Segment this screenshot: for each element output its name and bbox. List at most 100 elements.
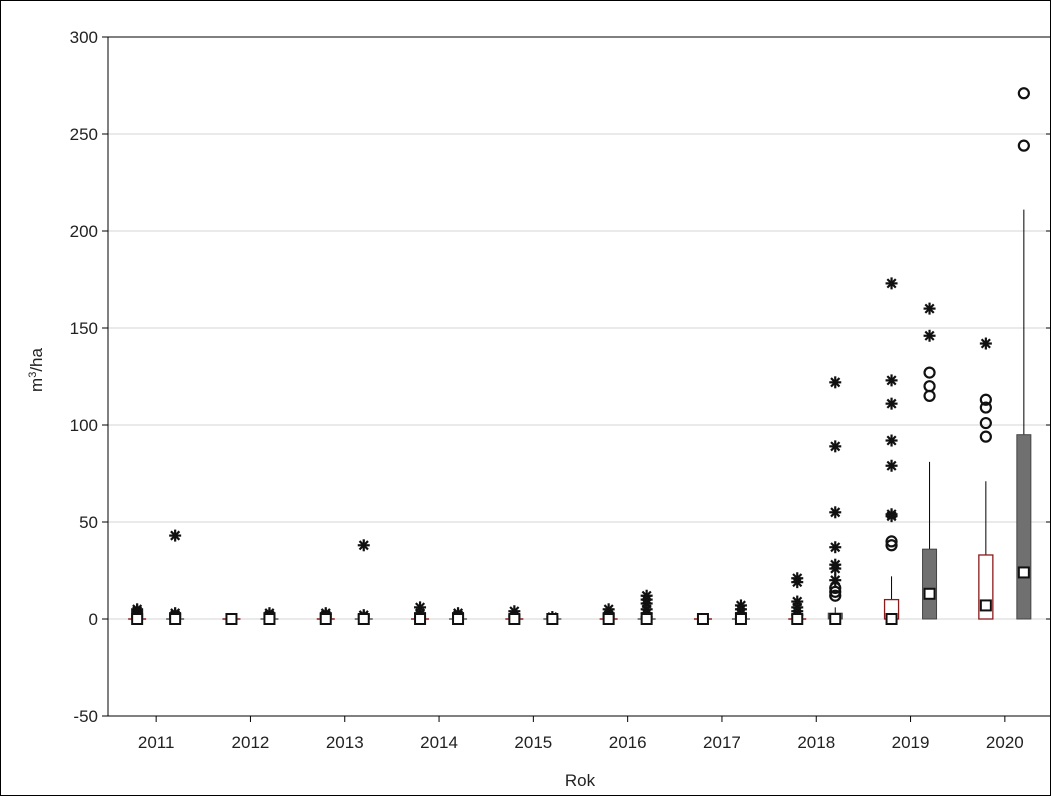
median-marker [263, 613, 276, 625]
x-tick-label: 2011 [138, 733, 175, 752]
box-2013-hollow [316, 607, 335, 625]
outlier-marker [1017, 87, 1030, 100]
median-marker [602, 613, 615, 625]
x-tick-label: 2015 [514, 733, 552, 752]
extreme-marker [923, 329, 936, 342]
outlier-marker [829, 581, 842, 595]
y-tick-label: 50 [79, 513, 98, 532]
box-2015-filled [543, 611, 562, 625]
extreme-marker [357, 539, 370, 552]
axes: -50 0 50 100 150 200 250 300 2011 2012 2013 2014 201… [70, 28, 1051, 752]
extreme-marker-stroke [980, 338, 991, 349]
box-2011-hollow [128, 603, 147, 625]
box-2018-filled [827, 376, 843, 625]
outlier-marker [923, 380, 936, 393]
median-marker [169, 613, 182, 625]
extreme-marker-stroke [886, 435, 897, 446]
median-marker [225, 613, 238, 625]
y-axis-title-base: m [27, 378, 46, 392]
extreme-marker-stroke [170, 530, 181, 541]
box-rect [922, 548, 938, 620]
extreme-marker [885, 374, 898, 387]
x-tick-label: 2013 [326, 733, 364, 752]
extreme-marker [829, 376, 842, 389]
box-2016-hollow [599, 603, 618, 625]
extreme-marker-stroke [886, 460, 897, 471]
extreme-marker-stroke [924, 303, 935, 314]
outlier-marker [979, 401, 992, 414]
extreme-marker-stroke [830, 507, 841, 518]
box-2017-hollow [693, 613, 712, 625]
extreme-marker [923, 302, 936, 315]
extreme-marker [829, 558, 842, 571]
y-tick-label: 300 [70, 28, 98, 47]
extreme-marker [979, 337, 992, 350]
median-marker [696, 613, 709, 625]
box-2012-filled [260, 607, 279, 625]
box-2016-filled [637, 589, 656, 625]
median-marker [1017, 566, 1030, 579]
extreme-marker [791, 572, 804, 585]
extreme-marker [734, 599, 747, 612]
x-tick-label: 2016 [609, 733, 647, 752]
extreme-marker-stroke [924, 330, 935, 341]
median-marker [979, 599, 992, 612]
extreme-marker [829, 440, 842, 453]
median-marker [546, 613, 559, 625]
extreme-marker [414, 601, 427, 614]
outlier-marker [885, 539, 898, 552]
box-2020-filled [1016, 87, 1032, 620]
extreme-marker-stroke [792, 596, 803, 607]
x-tick-label: 2017 [703, 733, 741, 752]
extreme-marker-stroke [830, 377, 841, 388]
extreme-marker [640, 589, 653, 602]
y-tick-label: 100 [70, 416, 98, 435]
median-marker [319, 613, 332, 625]
median-marker [885, 613, 898, 625]
extreme-marker-stroke [886, 278, 897, 289]
median-marker [452, 613, 465, 625]
x-tick-label: 2012 [232, 733, 270, 752]
median-marker [791, 613, 804, 625]
extreme-marker [169, 529, 182, 542]
extreme-marker [885, 508, 898, 521]
y-axis-title-unit: /ha [27, 347, 46, 371]
x-axis-title: Rok [565, 771, 596, 790]
extreme-marker-stroke [641, 590, 652, 601]
outlier-marker [979, 393, 992, 406]
median-marker [829, 613, 842, 625]
extreme-marker-stroke [603, 604, 614, 615]
median-marker [640, 613, 653, 625]
median-marker [508, 613, 521, 625]
box-2019-filled [922, 302, 938, 620]
plot-area-border [107, 36, 1051, 717]
extreme-marker [829, 506, 842, 519]
gridlines [108, 133, 1051, 620]
outlier-marker [829, 589, 842, 602]
box-rect [1016, 434, 1032, 620]
x-tick-label: 2020 [986, 733, 1024, 752]
extreme-marker-stroke [830, 542, 841, 553]
y-tick-label: 250 [70, 125, 98, 144]
extreme-marker [885, 459, 898, 472]
extreme-marker [791, 595, 804, 608]
extreme-marker-stroke [886, 375, 897, 386]
extreme-marker [885, 277, 898, 290]
outlier-marker [1017, 139, 1030, 152]
median-marker [414, 613, 427, 625]
extreme-marker [885, 397, 898, 410]
y-tick-label: 150 [70, 319, 98, 338]
extreme-marker-stroke [792, 573, 803, 584]
median-marker [357, 613, 370, 625]
median-marker [734, 613, 747, 625]
extreme-marker-stroke [415, 602, 426, 613]
y-tick-label: 200 [70, 222, 98, 241]
box-2014-hollow [411, 601, 430, 625]
extreme-marker-stroke [358, 540, 369, 551]
box-2018-hollow [788, 572, 807, 625]
extreme-marker [885, 434, 898, 447]
y-tick-label: -50 [73, 707, 98, 726]
median-marker [131, 613, 144, 625]
